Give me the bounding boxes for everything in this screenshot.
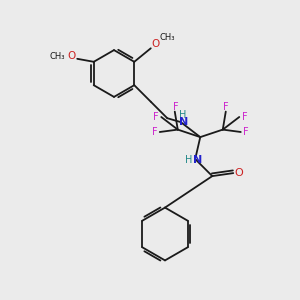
Text: O: O: [151, 39, 159, 50]
Text: N: N: [178, 117, 188, 127]
Text: F: F: [172, 101, 178, 112]
Text: F: F: [152, 127, 157, 137]
Text: F: F: [153, 112, 159, 122]
Text: F: F: [243, 127, 249, 137]
Text: O: O: [234, 168, 243, 178]
Text: F: F: [223, 101, 229, 112]
Text: O: O: [68, 51, 76, 62]
Text: H: H: [185, 154, 193, 165]
Text: H: H: [179, 110, 187, 120]
Text: F: F: [242, 112, 247, 122]
Text: N: N: [193, 154, 202, 165]
Text: CH₃: CH₃: [50, 52, 65, 61]
Text: CH₃: CH₃: [160, 33, 175, 42]
